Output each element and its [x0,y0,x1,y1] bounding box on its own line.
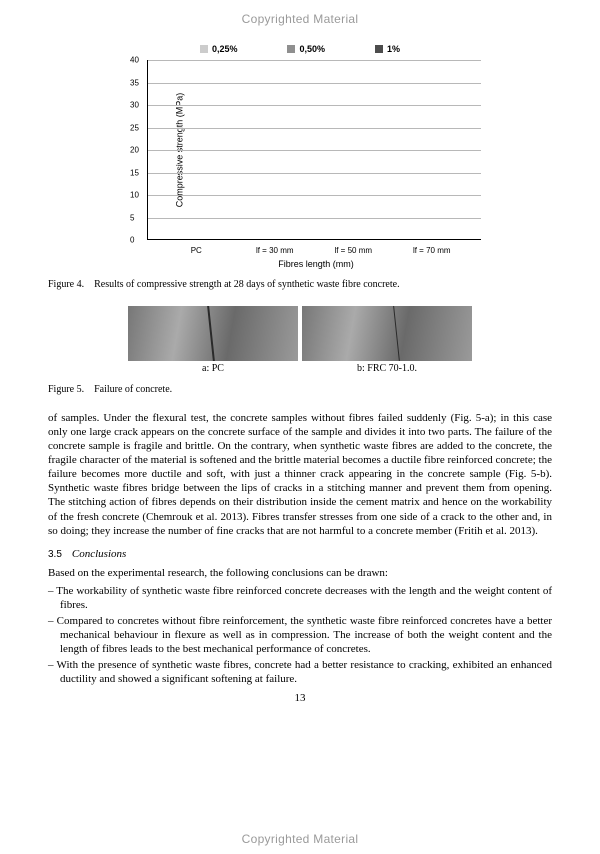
figure5-text: Failure of concrete. [94,384,172,395]
photo-frc [302,306,472,361]
section-heading: 3.5 Conclusions [48,548,552,560]
xtick-label: lf = 50 mm [323,246,383,255]
copyright-header: Copyrighted Material [48,12,552,26]
photo-pc [128,306,298,361]
grid-line [148,195,481,196]
conclusions-list: The workability of synthetic waste fibre… [48,584,552,687]
legend-item: 1% [375,44,400,54]
figure4-caption: Figure 4. Results of compressive strength… [48,279,552,290]
xtick-label: PC [166,246,226,255]
grid-line [148,105,481,106]
ytick-label: 25 [130,123,139,132]
grid-line [148,60,481,61]
section-title: Conclusions [72,548,126,560]
legend-swatch [375,45,383,53]
chart-xlabel: Fibres length (mm) [147,259,485,269]
ytick-label: 35 [130,78,139,87]
conclusions-intro: Based on the experimental research, the … [48,566,552,580]
photo-label-b: b: FRC 70-1.0. [302,363,472,374]
ytick-label: 20 [130,146,139,155]
legend-swatch [200,45,208,53]
legend-label: 1% [387,44,400,54]
ytick-label: 0 [130,236,134,245]
photo-label-a: a: PC [128,363,298,374]
copyright-footer: Copyrighted Material [0,832,600,846]
section-number: 3.5 [48,549,62,560]
conclusion-item: With the presence of synthetic waste fib… [60,658,552,686]
legend-item: 0,25% [200,44,238,54]
ytick-label: 10 [130,191,139,200]
conclusion-item: Compared to concretes without fibre rein… [60,614,552,656]
figure5-caption: Figure 5. Failure of concrete. [48,384,552,395]
figure4-lead: Figure 4. [48,279,84,290]
conclusion-item: The workability of synthetic waste fibre… [60,584,552,612]
chart-legend: 0,25% 0,50% 1% [115,44,485,54]
chart-plot-area: Compressive strength (MPa) 0510152025303… [147,60,481,240]
page-number: 13 [48,692,552,704]
figure5-photos [48,306,552,361]
grid-line [148,150,481,151]
xtick-label: lf = 30 mm [245,246,305,255]
chart-xticks: PC lf = 30 mm lf = 50 mm lf = 70 mm [147,246,481,255]
legend-label: 0,50% [299,44,325,54]
grid-line [148,128,481,129]
xtick-label: lf = 70 mm [402,246,462,255]
ytick-label: 5 [130,213,134,222]
grid-line [148,218,481,219]
ytick-label: 15 [130,168,139,177]
figure4-text: Results of compressive strength at 28 da… [94,279,399,290]
grid-line [148,83,481,84]
legend-label: 0,25% [212,44,238,54]
body-paragraph: of samples. Under the flexural test, the… [48,411,552,538]
compressive-strength-chart: 0,25% 0,50% 1% Compressive strength (MPa) … [115,44,485,269]
ytick-label: 30 [130,101,139,110]
figure5-photo-labels: a: PC b: FRC 70-1.0. [48,363,552,374]
legend-swatch [287,45,295,53]
legend-item: 0,50% [287,44,325,54]
ytick-label: 40 [130,56,139,65]
figure5-lead: Figure 5. [48,384,84,395]
grid-line [148,173,481,174]
